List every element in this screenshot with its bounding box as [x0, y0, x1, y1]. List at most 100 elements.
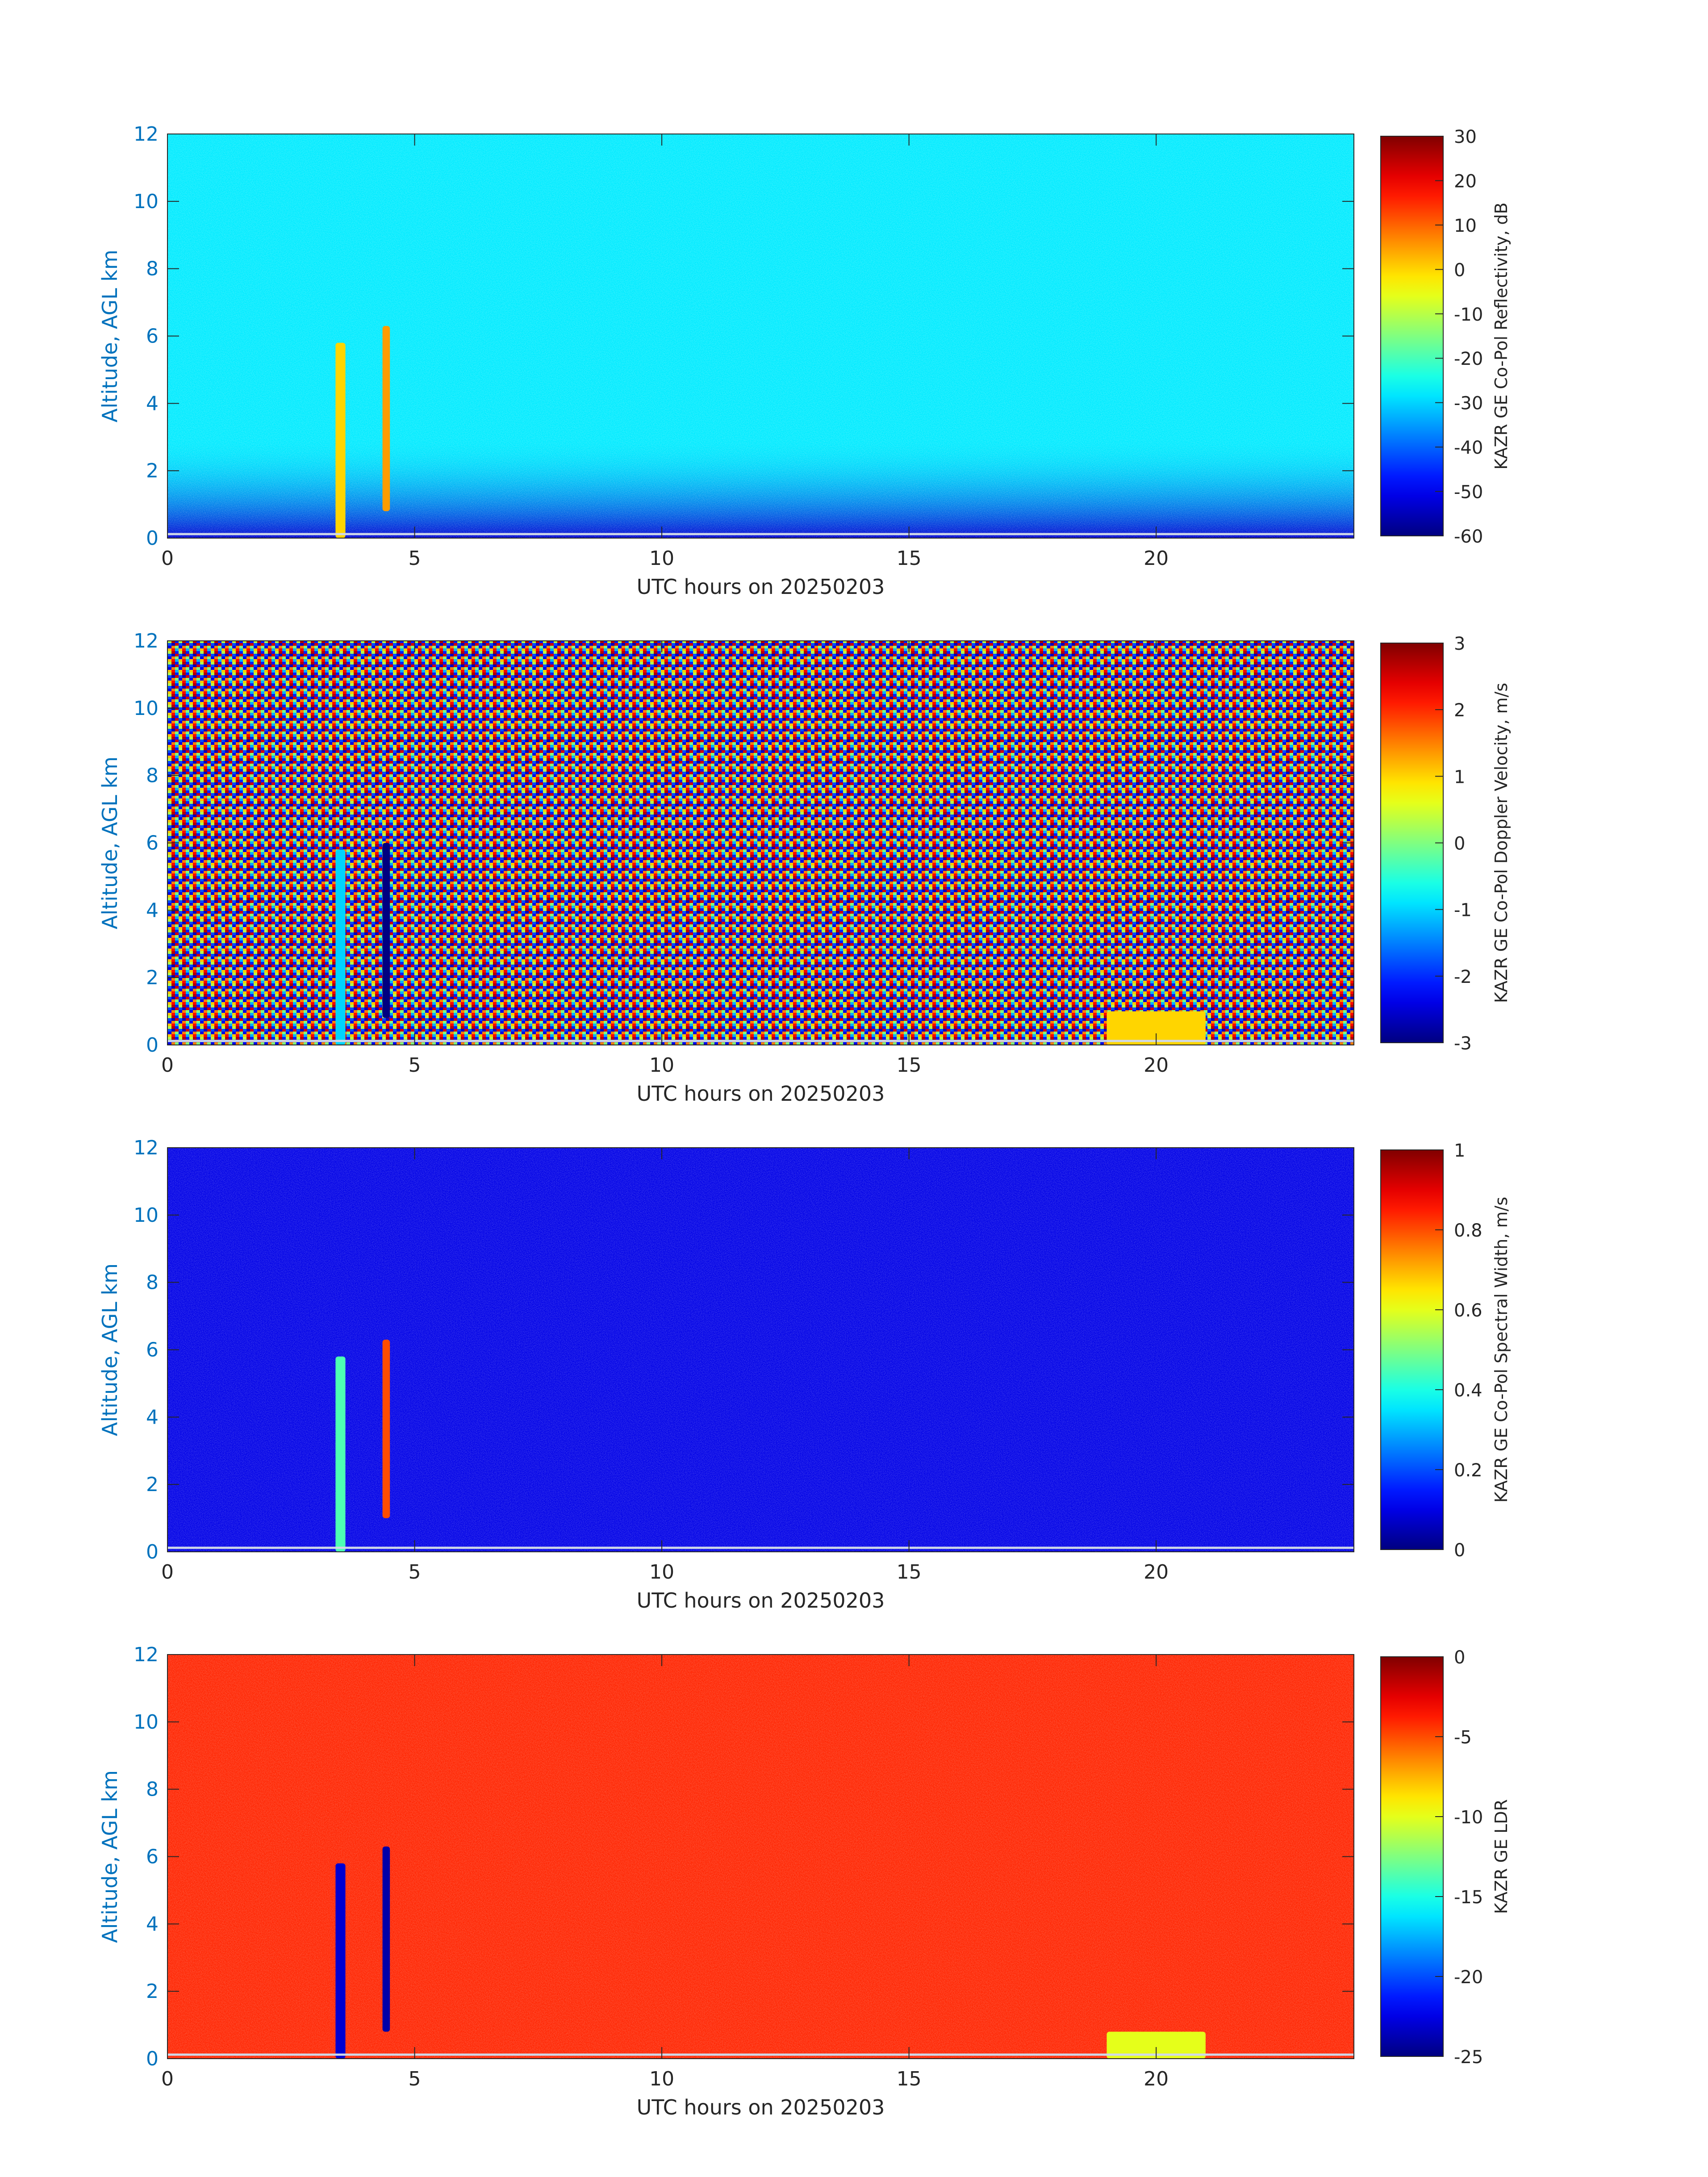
colorbar — [1380, 1149, 1444, 1550]
y-tick-label: 10 — [134, 1204, 159, 1227]
echo-feature — [382, 1339, 390, 1518]
x-tick-label: 10 — [649, 1054, 674, 1077]
x-tick-label: 10 — [649, 2068, 674, 2090]
colorbar-tick-label: -20 — [1454, 1967, 1483, 1988]
y-tick-label: 6 — [146, 1339, 159, 1362]
x-tick-label: 20 — [1144, 1054, 1169, 1077]
y-tick-label: 0 — [146, 1541, 159, 1563]
colorbar-tick-label: 0.2 — [1454, 1460, 1482, 1481]
y-tick-label: 6 — [146, 1846, 159, 1868]
colorbar — [1380, 1656, 1444, 2057]
y-tick-label: 2 — [146, 460, 159, 482]
colorbar-tick-label: -15 — [1454, 1887, 1483, 1908]
echo-feature — [335, 1356, 346, 1552]
echo-feature — [382, 843, 390, 1018]
y-tick-label: 6 — [146, 325, 159, 348]
colorbar-tick-label: -60 — [1454, 526, 1483, 547]
x-tick-label: 20 — [1144, 547, 1169, 570]
x-tick-label: 15 — [897, 1054, 922, 1077]
x-tick-label: 15 — [897, 2068, 922, 2090]
colorbar-tick-label: -20 — [1454, 349, 1483, 369]
colorbar-tick-label: 1 — [1454, 767, 1465, 787]
echo-feature — [335, 849, 346, 1045]
echo-feature — [382, 1846, 390, 2032]
echo-feature — [1107, 2031, 1206, 2059]
colorbar-tick-label: -50 — [1454, 482, 1483, 503]
y-tick-label: 0 — [146, 1034, 159, 1057]
x-axis-label: UTC hours on 20250203 — [637, 575, 885, 599]
colorbar-tick-label: 1 — [1454, 1141, 1465, 1161]
y-tick-label: 8 — [146, 1778, 159, 1801]
y-tick-label: 8 — [146, 1271, 159, 1294]
colorbar-tick-label: 10 — [1454, 216, 1477, 236]
plot-speckle — [167, 1655, 1354, 2059]
y-tick-label: 2 — [146, 966, 159, 989]
plot-speckle — [167, 134, 1354, 538]
colorbar-tick-label: -2 — [1454, 967, 1472, 987]
y-axis-label: Altitude, AGL km — [98, 1263, 122, 1436]
colorbar-tick-label: 0.8 — [1454, 1220, 1482, 1241]
x-tick-label: 0 — [161, 1054, 174, 1077]
y-tick-label: 12 — [134, 123, 159, 146]
y-axis-label: Altitude, AGL km — [98, 1770, 122, 1943]
y-tick-label: 2 — [146, 1980, 159, 2003]
x-tick-label: 10 — [649, 547, 674, 570]
colorbar-tick-label: 30 — [1454, 127, 1477, 147]
panel-1: 0 5 10 15 20 0 2 4 6 8 10 12 UTC hours on 20250203 Al… — [98, 123, 1511, 599]
echo-feature — [335, 1863, 346, 2059]
echo-feature — [335, 343, 346, 538]
colorbar-tick-label: 0 — [1454, 1540, 1465, 1561]
x-tick-label: 20 — [1144, 2068, 1169, 2090]
colorbar-tick-label: -5 — [1454, 1727, 1472, 1748]
panel-4: 0 5 10 15 20 0 2 4 6 8 10 12 UTC hours on 20250203 Al… — [98, 1643, 1511, 2119]
y-tick-label: 10 — [134, 190, 159, 213]
colorbar-tick-label: 3 — [1454, 634, 1465, 654]
echo-feature — [382, 326, 390, 511]
y-tick-label: 4 — [146, 899, 159, 922]
colorbar-tick-label: -10 — [1454, 305, 1483, 325]
echo-feature — [1107, 1011, 1206, 1045]
colorbar-tick-label: -3 — [1454, 1033, 1472, 1054]
colorbar-label: KAZR GE Co-Pol Reflectivity, dB — [1491, 202, 1511, 469]
plot-background — [167, 641, 1354, 1045]
plot-speckle — [167, 1148, 1354, 1552]
colorbar-tick-label: -25 — [1454, 2047, 1483, 2068]
colorbar-tick-label: 20 — [1454, 171, 1477, 192]
x-tick-label: 5 — [409, 1054, 421, 1077]
x-tick-label: 20 — [1144, 1561, 1169, 1584]
x-tick-label: 10 — [649, 1561, 674, 1584]
y-tick-label: 4 — [146, 1913, 159, 1935]
y-axis-label: Altitude, AGL km — [98, 250, 122, 422]
x-tick-label: 0 — [161, 2068, 174, 2090]
colorbar-tick-label: 0 — [1454, 1647, 1465, 1668]
colorbar-tick-label: 0 — [1454, 260, 1465, 280]
colorbar-label: KAZR GE Co-Pol Doppler Velocity, m/s — [1491, 683, 1511, 1003]
y-tick-label: 10 — [134, 697, 159, 720]
y-tick-label: 12 — [134, 1137, 159, 1159]
colorbar-tick-label: 0.6 — [1454, 1300, 1482, 1321]
colorbar — [1380, 643, 1444, 1043]
y-tick-label: 4 — [146, 392, 159, 415]
y-tick-label: 6 — [146, 832, 159, 855]
x-tick-label: 0 — [161, 547, 174, 570]
colorbar-label: KAZR GE Co-Pol Spectral Width, m/s — [1491, 1197, 1511, 1503]
colorbar-tick-label: -30 — [1454, 393, 1483, 414]
colorbar-tick-label: -40 — [1454, 438, 1483, 458]
x-axis-label: UTC hours on 20250203 — [637, 1588, 885, 1613]
y-tick-label: 10 — [134, 1711, 159, 1734]
x-tick-label: 5 — [409, 1561, 421, 1584]
y-axis-label: Altitude, AGL km — [98, 756, 122, 929]
x-tick-label: 15 — [897, 1561, 922, 1584]
colorbar-tick-label: 0.4 — [1454, 1380, 1482, 1401]
colorbar-tick-label: -1 — [1454, 900, 1472, 921]
y-tick-label: 12 — [134, 1643, 159, 1666]
y-tick-label: 4 — [146, 1406, 159, 1429]
x-tick-label: 5 — [409, 2068, 421, 2090]
y-tick-label: 12 — [134, 630, 159, 652]
y-tick-label: 8 — [146, 765, 159, 787]
colorbar-label: KAZR GE LDR — [1491, 1799, 1511, 1914]
x-tick-label: 15 — [897, 547, 922, 570]
